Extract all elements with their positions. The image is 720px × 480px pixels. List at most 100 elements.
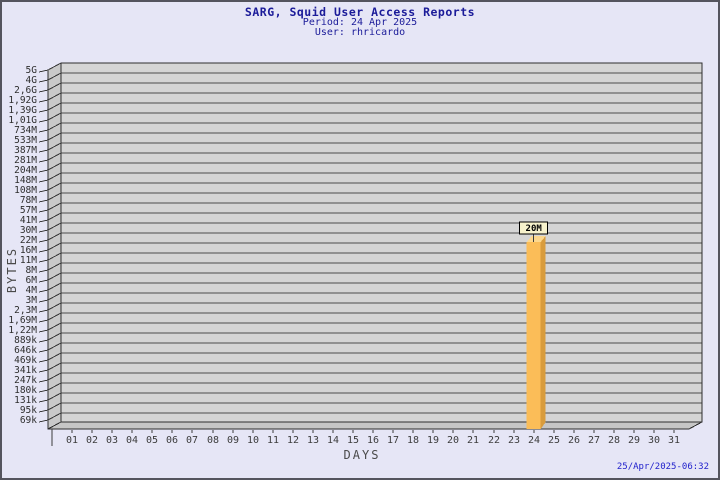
y-tick bbox=[38, 119, 49, 123]
y-tick-label: 1,01G bbox=[8, 115, 37, 126]
bar-top-face bbox=[526, 236, 546, 242]
y-tick bbox=[38, 319, 49, 323]
wall-gridline bbox=[47, 312, 62, 321]
y-tick bbox=[38, 169, 49, 173]
y-tick-label: 6M bbox=[26, 275, 38, 286]
x-tick-label: 22 bbox=[488, 435, 500, 446]
bar-front-face bbox=[526, 242, 541, 429]
report-header: SARG, Squid User Access Reports Period: … bbox=[2, 6, 718, 38]
x-tick-label: 31 bbox=[668, 435, 680, 446]
y-tick bbox=[38, 209, 49, 213]
x-tick-label: 29 bbox=[628, 435, 640, 446]
y-tick-label: 4M bbox=[26, 285, 38, 296]
wall-gridline bbox=[47, 162, 62, 171]
x-axis-labels: 01 02 03 04 05 06 07 08 09 10 11 12 13 14 15 16 17 18 19 20… bbox=[66, 435, 680, 446]
wall-gridline bbox=[47, 302, 62, 311]
wall-gridline bbox=[47, 202, 62, 211]
y-tick bbox=[38, 349, 49, 353]
wall-gridline bbox=[47, 342, 62, 351]
wall-gridline bbox=[47, 92, 62, 101]
x-tick-label: 03 bbox=[106, 435, 118, 446]
y-tick bbox=[38, 389, 49, 393]
y-tick-label: 78M bbox=[20, 195, 37, 206]
horizontal-gridlines bbox=[61, 72, 702, 414]
y-tick bbox=[38, 219, 49, 223]
x-axis-ticks bbox=[71, 430, 675, 433]
bar-value-flag bbox=[519, 221, 549, 235]
y-tick bbox=[38, 369, 49, 373]
y-tick-label: 69k bbox=[20, 415, 37, 426]
wall-gridline bbox=[47, 362, 62, 371]
y-tick-label: 204M bbox=[14, 165, 37, 176]
wall-gridline bbox=[47, 232, 62, 241]
y-tick bbox=[38, 259, 49, 263]
y-tick-label: 57M bbox=[20, 205, 37, 216]
x-tick-label: 25 bbox=[548, 435, 560, 446]
bar-value-label: 20M bbox=[526, 224, 543, 234]
y-tick bbox=[38, 339, 49, 343]
y-tick bbox=[38, 399, 49, 403]
y-tick-label: 247k bbox=[14, 375, 37, 386]
y-tick bbox=[38, 179, 49, 183]
y-tick bbox=[38, 419, 49, 423]
x-tick-label: 12 bbox=[287, 435, 299, 446]
x-tick-label: 16 bbox=[367, 435, 379, 446]
wall-gridline bbox=[47, 152, 62, 161]
wall-gridline bbox=[47, 272, 62, 281]
y-tick-label: 3M bbox=[26, 295, 38, 306]
y-tick-label: 108M bbox=[14, 185, 37, 196]
x-tick-label: 13 bbox=[307, 435, 319, 446]
x-tick-label: 20 bbox=[447, 435, 459, 446]
wall-gridline bbox=[47, 142, 62, 151]
y-tick bbox=[38, 159, 49, 163]
wall-gridline bbox=[47, 402, 62, 411]
wall-gridline bbox=[47, 102, 62, 111]
generated-timestamp: 25/Apr/2025-06:32 bbox=[617, 462, 709, 472]
y-tick bbox=[38, 239, 49, 243]
bar-side-face bbox=[540, 236, 546, 429]
wall-gridline bbox=[47, 392, 62, 401]
y-tick bbox=[38, 139, 49, 143]
wall-gridline bbox=[47, 282, 62, 291]
x-tick-label: 14 bbox=[327, 435, 339, 446]
y-tick-label: 11M bbox=[20, 255, 37, 266]
y-tick-label: 341k bbox=[14, 365, 37, 376]
x-tick-label: 30 bbox=[648, 435, 660, 446]
y-tick bbox=[38, 109, 49, 113]
y-tick bbox=[38, 309, 49, 313]
x-tick-label: 02 bbox=[86, 435, 98, 446]
x-tick-label: 15 bbox=[347, 435, 359, 446]
x-tick-label: 26 bbox=[568, 435, 580, 446]
y-tick bbox=[38, 149, 49, 153]
y-tick-label: 22M bbox=[20, 235, 37, 246]
y-tick-label: 734M bbox=[14, 125, 37, 136]
y-tick-label: 41M bbox=[20, 215, 37, 226]
wall-gridline bbox=[47, 382, 62, 391]
report-user: User: rhricardo bbox=[314, 27, 406, 38]
wall-gridline bbox=[47, 292, 62, 301]
x-tick-label: 06 bbox=[166, 435, 178, 446]
y-tick-label: 8M bbox=[26, 265, 38, 276]
x-tick-label: 08 bbox=[207, 435, 219, 446]
wall-gridline bbox=[47, 212, 62, 221]
x-tick-label: 09 bbox=[227, 435, 239, 446]
y-tick-label: 1,92G bbox=[8, 95, 37, 106]
wall-gridline bbox=[47, 172, 62, 181]
y-tick bbox=[38, 379, 49, 383]
x-tick-label: 27 bbox=[588, 435, 600, 446]
y-tick-label: 533M bbox=[14, 135, 37, 146]
y-tick bbox=[38, 269, 49, 273]
y-tick-label: 148M bbox=[14, 175, 37, 186]
y-tick bbox=[38, 199, 49, 203]
bar-value-flags: 20M bbox=[519, 221, 549, 242]
x-tick-label: 17 bbox=[387, 435, 399, 446]
x-tick-label: 18 bbox=[407, 435, 419, 446]
y-tick-label: 1,22M bbox=[8, 325, 37, 336]
y-tick-label: 180k bbox=[14, 385, 37, 396]
left-wall-gridlines bbox=[47, 62, 62, 421]
x-tick-label: 28 bbox=[608, 435, 620, 446]
y-tick bbox=[38, 409, 49, 413]
report-period: Period: 24 Apr 2025 bbox=[302, 17, 418, 28]
